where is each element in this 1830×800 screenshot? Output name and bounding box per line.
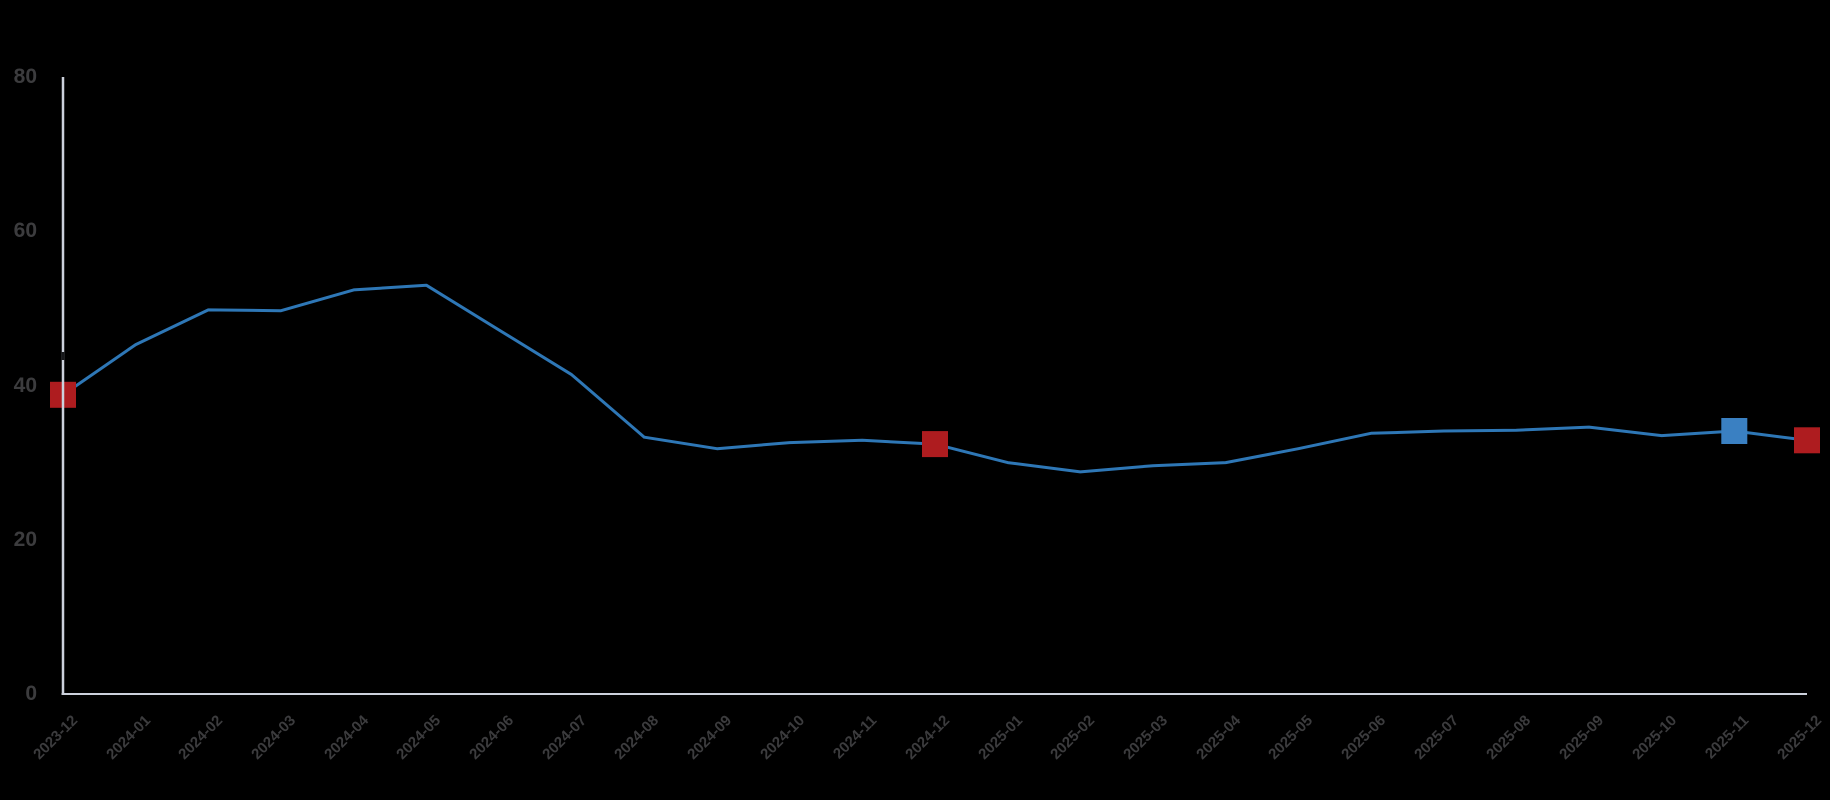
marker-red — [922, 431, 948, 458]
y-tick-label: 40 — [13, 374, 37, 397]
y-tick-label: 0 — [25, 682, 37, 705]
y-tick-label: 80 — [13, 65, 37, 88]
marker-red — [1794, 427, 1820, 454]
y-tick-label: 60 — [13, 219, 37, 242]
marker-blue — [1721, 418, 1748, 444]
y-tick-label: 20 — [13, 528, 37, 551]
y-axis-notch — [61, 352, 65, 360]
